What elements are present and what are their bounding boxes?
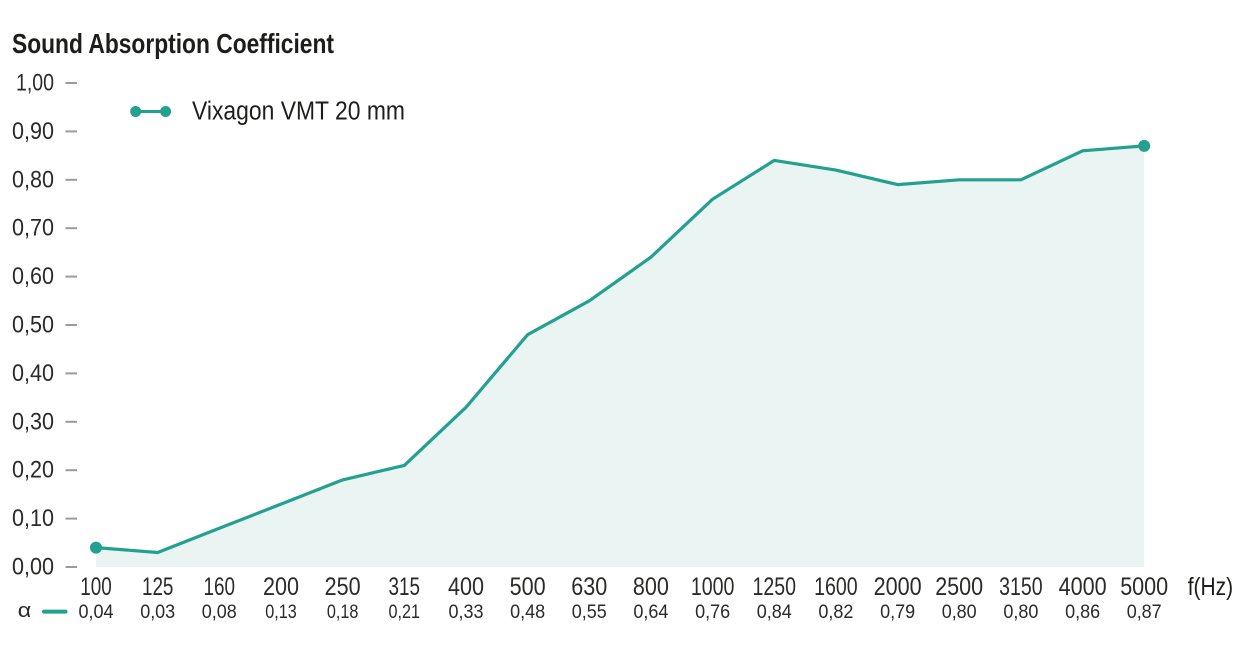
svg-text:125: 125 xyxy=(142,573,174,601)
svg-text:0,04: 0,04 xyxy=(79,601,114,623)
svg-text:5000: 5000 xyxy=(1120,573,1168,601)
svg-text:1000: 1000 xyxy=(691,573,735,601)
svg-text:2000: 2000 xyxy=(874,573,922,601)
svg-text:0,60: 0,60 xyxy=(12,263,54,290)
svg-text:Sound Absorption Coefficient: Sound Absorption Coefficient xyxy=(12,28,334,59)
svg-text:0,40: 0,40 xyxy=(12,360,54,387)
svg-text:100: 100 xyxy=(80,573,112,601)
svg-text:500: 500 xyxy=(510,573,546,601)
svg-text:0,55: 0,55 xyxy=(572,601,607,623)
svg-text:4000: 4000 xyxy=(1059,573,1107,601)
svg-text:400: 400 xyxy=(448,573,484,601)
svg-text:160: 160 xyxy=(204,573,236,601)
svg-text:250: 250 xyxy=(325,573,361,601)
svg-text:0,33: 0,33 xyxy=(449,601,484,623)
svg-text:1250: 1250 xyxy=(753,573,797,601)
svg-text:0,13: 0,13 xyxy=(265,601,297,623)
svg-text:0,80: 0,80 xyxy=(12,166,54,193)
svg-text:0,80: 0,80 xyxy=(1003,601,1038,623)
svg-text:0,03: 0,03 xyxy=(140,601,175,623)
svg-text:0,48: 0,48 xyxy=(510,601,545,623)
svg-text:f(Hz): f(Hz) xyxy=(1188,573,1233,601)
svg-text:α: α xyxy=(18,600,32,622)
svg-text:2500: 2500 xyxy=(935,573,983,601)
svg-text:0,64: 0,64 xyxy=(633,601,668,623)
svg-text:0,20: 0,20 xyxy=(12,457,54,484)
svg-text:0,18: 0,18 xyxy=(327,601,359,623)
svg-text:1,00: 1,00 xyxy=(16,70,54,97)
svg-text:0,86: 0,86 xyxy=(1065,601,1100,623)
svg-text:0,84: 0,84 xyxy=(757,601,792,623)
svg-text:Vixagon VMT 20 mm: Vixagon VMT 20 mm xyxy=(192,98,405,126)
svg-text:0,00: 0,00 xyxy=(12,554,54,581)
svg-text:200: 200 xyxy=(263,573,299,601)
svg-text:0,79: 0,79 xyxy=(880,601,915,623)
svg-text:3150: 3150 xyxy=(999,573,1043,601)
svg-text:0,90: 0,90 xyxy=(12,118,54,145)
svg-text:1600: 1600 xyxy=(814,573,858,601)
svg-text:0,21: 0,21 xyxy=(389,601,421,623)
svg-text:0,30: 0,30 xyxy=(12,408,54,435)
svg-text:0,50: 0,50 xyxy=(12,312,54,339)
svg-text:0,80: 0,80 xyxy=(942,601,977,623)
svg-text:0,70: 0,70 xyxy=(12,215,54,242)
svg-text:0,10: 0,10 xyxy=(12,505,54,532)
svg-text:0,82: 0,82 xyxy=(818,601,853,623)
svg-text:800: 800 xyxy=(633,573,669,601)
svg-text:0,08: 0,08 xyxy=(202,601,237,623)
svg-text:630: 630 xyxy=(571,573,607,601)
svg-text:0,76: 0,76 xyxy=(695,601,730,623)
svg-text:315: 315 xyxy=(389,573,421,601)
svg-text:0,87: 0,87 xyxy=(1127,601,1162,623)
